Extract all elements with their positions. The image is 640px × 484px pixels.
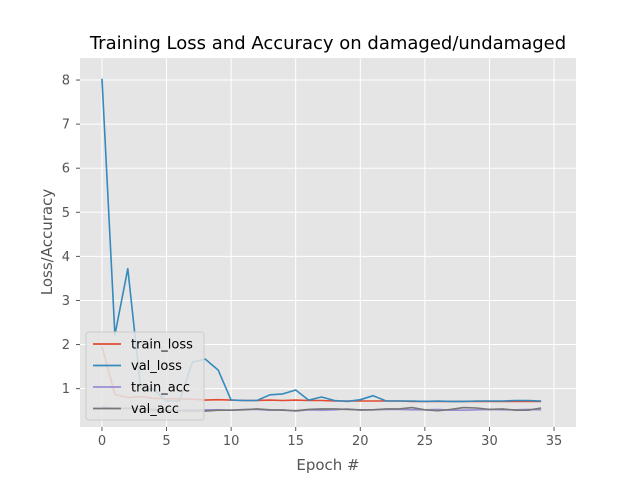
x-tick-label: 20 (352, 434, 369, 449)
y-tick-label: 5 (62, 206, 70, 221)
legend-entry-label: val_acc (131, 402, 179, 417)
y-tick-label: 3 (62, 294, 70, 309)
x-tick-label: 5 (162, 434, 170, 449)
y-tick-label: 7 (62, 118, 70, 133)
y-tick-label: 1 (62, 382, 70, 397)
legend-entry-label: train_loss (131, 338, 193, 353)
y-tick-label: 6 (62, 162, 70, 177)
y-tick-label: 8 (62, 74, 70, 89)
x-tick-label: 30 (481, 434, 498, 449)
x-tick-label: 35 (546, 434, 563, 449)
legend-entry-label: train_acc (131, 381, 190, 396)
legend: train_loss val_loss train_acc val_acc (85, 331, 205, 421)
x-tick-label: 10 (223, 434, 240, 449)
axis-ticks: 0 5 10 15 20 25 30 35 1 2 3 4 5 6 7 8 (62, 74, 563, 449)
chart-title: Training Loss and Accuracy on damaged/un… (89, 33, 566, 54)
legend-frame (85, 331, 205, 421)
x-tick-label: 0 (98, 434, 106, 449)
grid (80, 58, 576, 427)
legend-entry-label: val_loss (131, 359, 182, 374)
y-axis-label: Loss/Accuracy (38, 189, 56, 296)
y-tick-label: 4 (62, 250, 70, 265)
x-tick-label: 25 (417, 434, 434, 449)
x-tick-label: 15 (287, 434, 304, 449)
y-tick-label: 2 (62, 338, 70, 353)
x-axis-label: Epoch # (296, 456, 359, 474)
